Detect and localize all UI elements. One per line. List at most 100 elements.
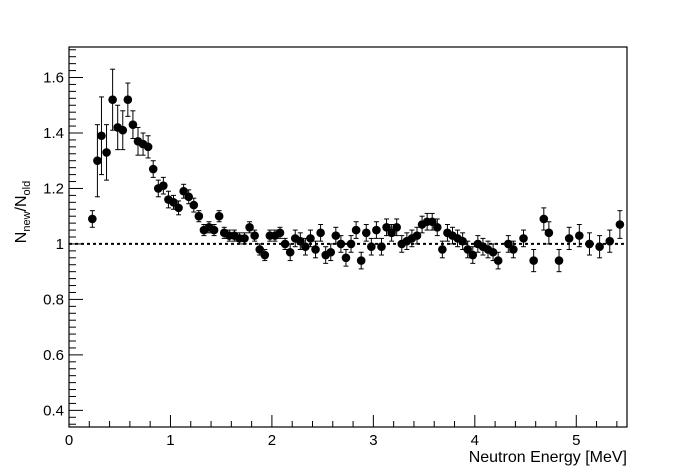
data-point xyxy=(285,243,295,262)
marker xyxy=(88,214,97,224)
data-point xyxy=(392,218,401,237)
marker xyxy=(392,222,401,232)
marker xyxy=(387,228,396,238)
marker xyxy=(245,222,254,232)
y-axis-title-sub2: old xyxy=(21,181,33,196)
y-tick-label: 0.6 xyxy=(43,347,64,364)
data-point xyxy=(595,235,604,259)
data-point xyxy=(463,240,473,259)
data-point xyxy=(351,221,361,239)
marker xyxy=(143,142,153,152)
data-point xyxy=(336,235,346,253)
marker xyxy=(174,203,183,213)
marker xyxy=(189,200,199,210)
marker xyxy=(575,231,584,240)
data-point xyxy=(179,183,188,199)
marker xyxy=(367,242,376,252)
y-axis-title-slash: / xyxy=(13,206,30,211)
marker xyxy=(179,186,188,196)
marker xyxy=(615,220,625,229)
marker xyxy=(503,239,513,249)
data-point xyxy=(316,224,325,242)
tick-labels: 0 1 2 3 4 5 0.4 0.6 0.8 1 1.2 1.4 1.6 xyxy=(43,70,580,449)
data-point xyxy=(194,210,204,223)
marker xyxy=(346,239,356,249)
data-point xyxy=(605,229,615,253)
data-point xyxy=(255,243,265,256)
marker xyxy=(102,148,111,157)
marker xyxy=(169,198,178,207)
x-axis-title: Neutron Energy [MeV] xyxy=(469,449,627,466)
marker xyxy=(564,234,574,243)
data-point xyxy=(133,126,143,156)
y-tick-label: 1.6 xyxy=(43,70,64,87)
marker xyxy=(427,217,437,227)
data-point xyxy=(519,229,528,248)
data-point xyxy=(503,235,513,253)
data-point xyxy=(412,226,422,245)
data-point xyxy=(356,251,366,270)
marker xyxy=(488,247,498,257)
data-point xyxy=(143,135,153,159)
y-tick-label: 0.8 xyxy=(43,291,64,308)
data-point xyxy=(148,160,158,178)
x-tick-label: 3 xyxy=(369,432,377,449)
marker xyxy=(331,231,341,240)
data-point xyxy=(509,240,518,259)
y-tick-label: 1.4 xyxy=(43,125,64,142)
x-tick-label: 0 xyxy=(65,432,73,449)
marker xyxy=(194,211,204,221)
data-point xyxy=(372,221,381,239)
plot-frame xyxy=(68,46,628,428)
marker xyxy=(377,242,386,252)
marker xyxy=(372,225,381,235)
marker xyxy=(382,222,391,232)
data-point xyxy=(275,226,285,239)
marker xyxy=(351,225,361,235)
data-point xyxy=(438,240,447,259)
marker xyxy=(148,164,158,174)
data-point xyxy=(209,224,219,237)
data-point xyxy=(296,232,305,250)
data-point xyxy=(539,207,549,231)
axis-ticks xyxy=(68,49,618,427)
y-axis-title-n2: N xyxy=(13,195,30,207)
marker xyxy=(539,214,549,224)
data-point xyxy=(265,229,275,242)
marker xyxy=(296,236,305,246)
data-point xyxy=(159,176,168,195)
data-point xyxy=(564,226,574,250)
y-tick-label: 1.2 xyxy=(43,180,64,197)
data-point xyxy=(108,68,117,131)
marker xyxy=(361,228,371,238)
data-point xyxy=(432,218,442,237)
marker xyxy=(544,228,554,238)
data-point xyxy=(458,232,467,250)
marker xyxy=(554,256,564,265)
data-point xyxy=(128,110,138,140)
data-point xyxy=(250,229,259,242)
marker xyxy=(311,245,320,254)
marker xyxy=(123,95,133,105)
data-point xyxy=(427,212,437,231)
marker xyxy=(184,192,194,202)
data-point xyxy=(615,210,625,239)
marker xyxy=(341,253,351,263)
data-point xyxy=(240,232,249,245)
marker xyxy=(128,120,138,129)
marker xyxy=(605,236,615,246)
marker xyxy=(255,245,265,254)
data-point xyxy=(321,246,330,264)
marker xyxy=(356,256,366,265)
data-point xyxy=(311,240,320,259)
data-point xyxy=(341,248,351,267)
data-point xyxy=(174,200,183,216)
marker xyxy=(438,245,447,254)
marker xyxy=(529,256,538,265)
data-point xyxy=(214,210,224,223)
marker xyxy=(280,239,290,249)
data-point xyxy=(361,224,371,242)
data-point xyxy=(88,210,97,228)
marker xyxy=(412,231,422,240)
marker xyxy=(93,156,102,166)
